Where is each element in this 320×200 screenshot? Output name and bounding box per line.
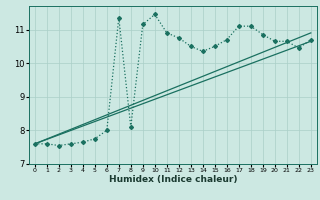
X-axis label: Humidex (Indice chaleur): Humidex (Indice chaleur) bbox=[108, 175, 237, 184]
